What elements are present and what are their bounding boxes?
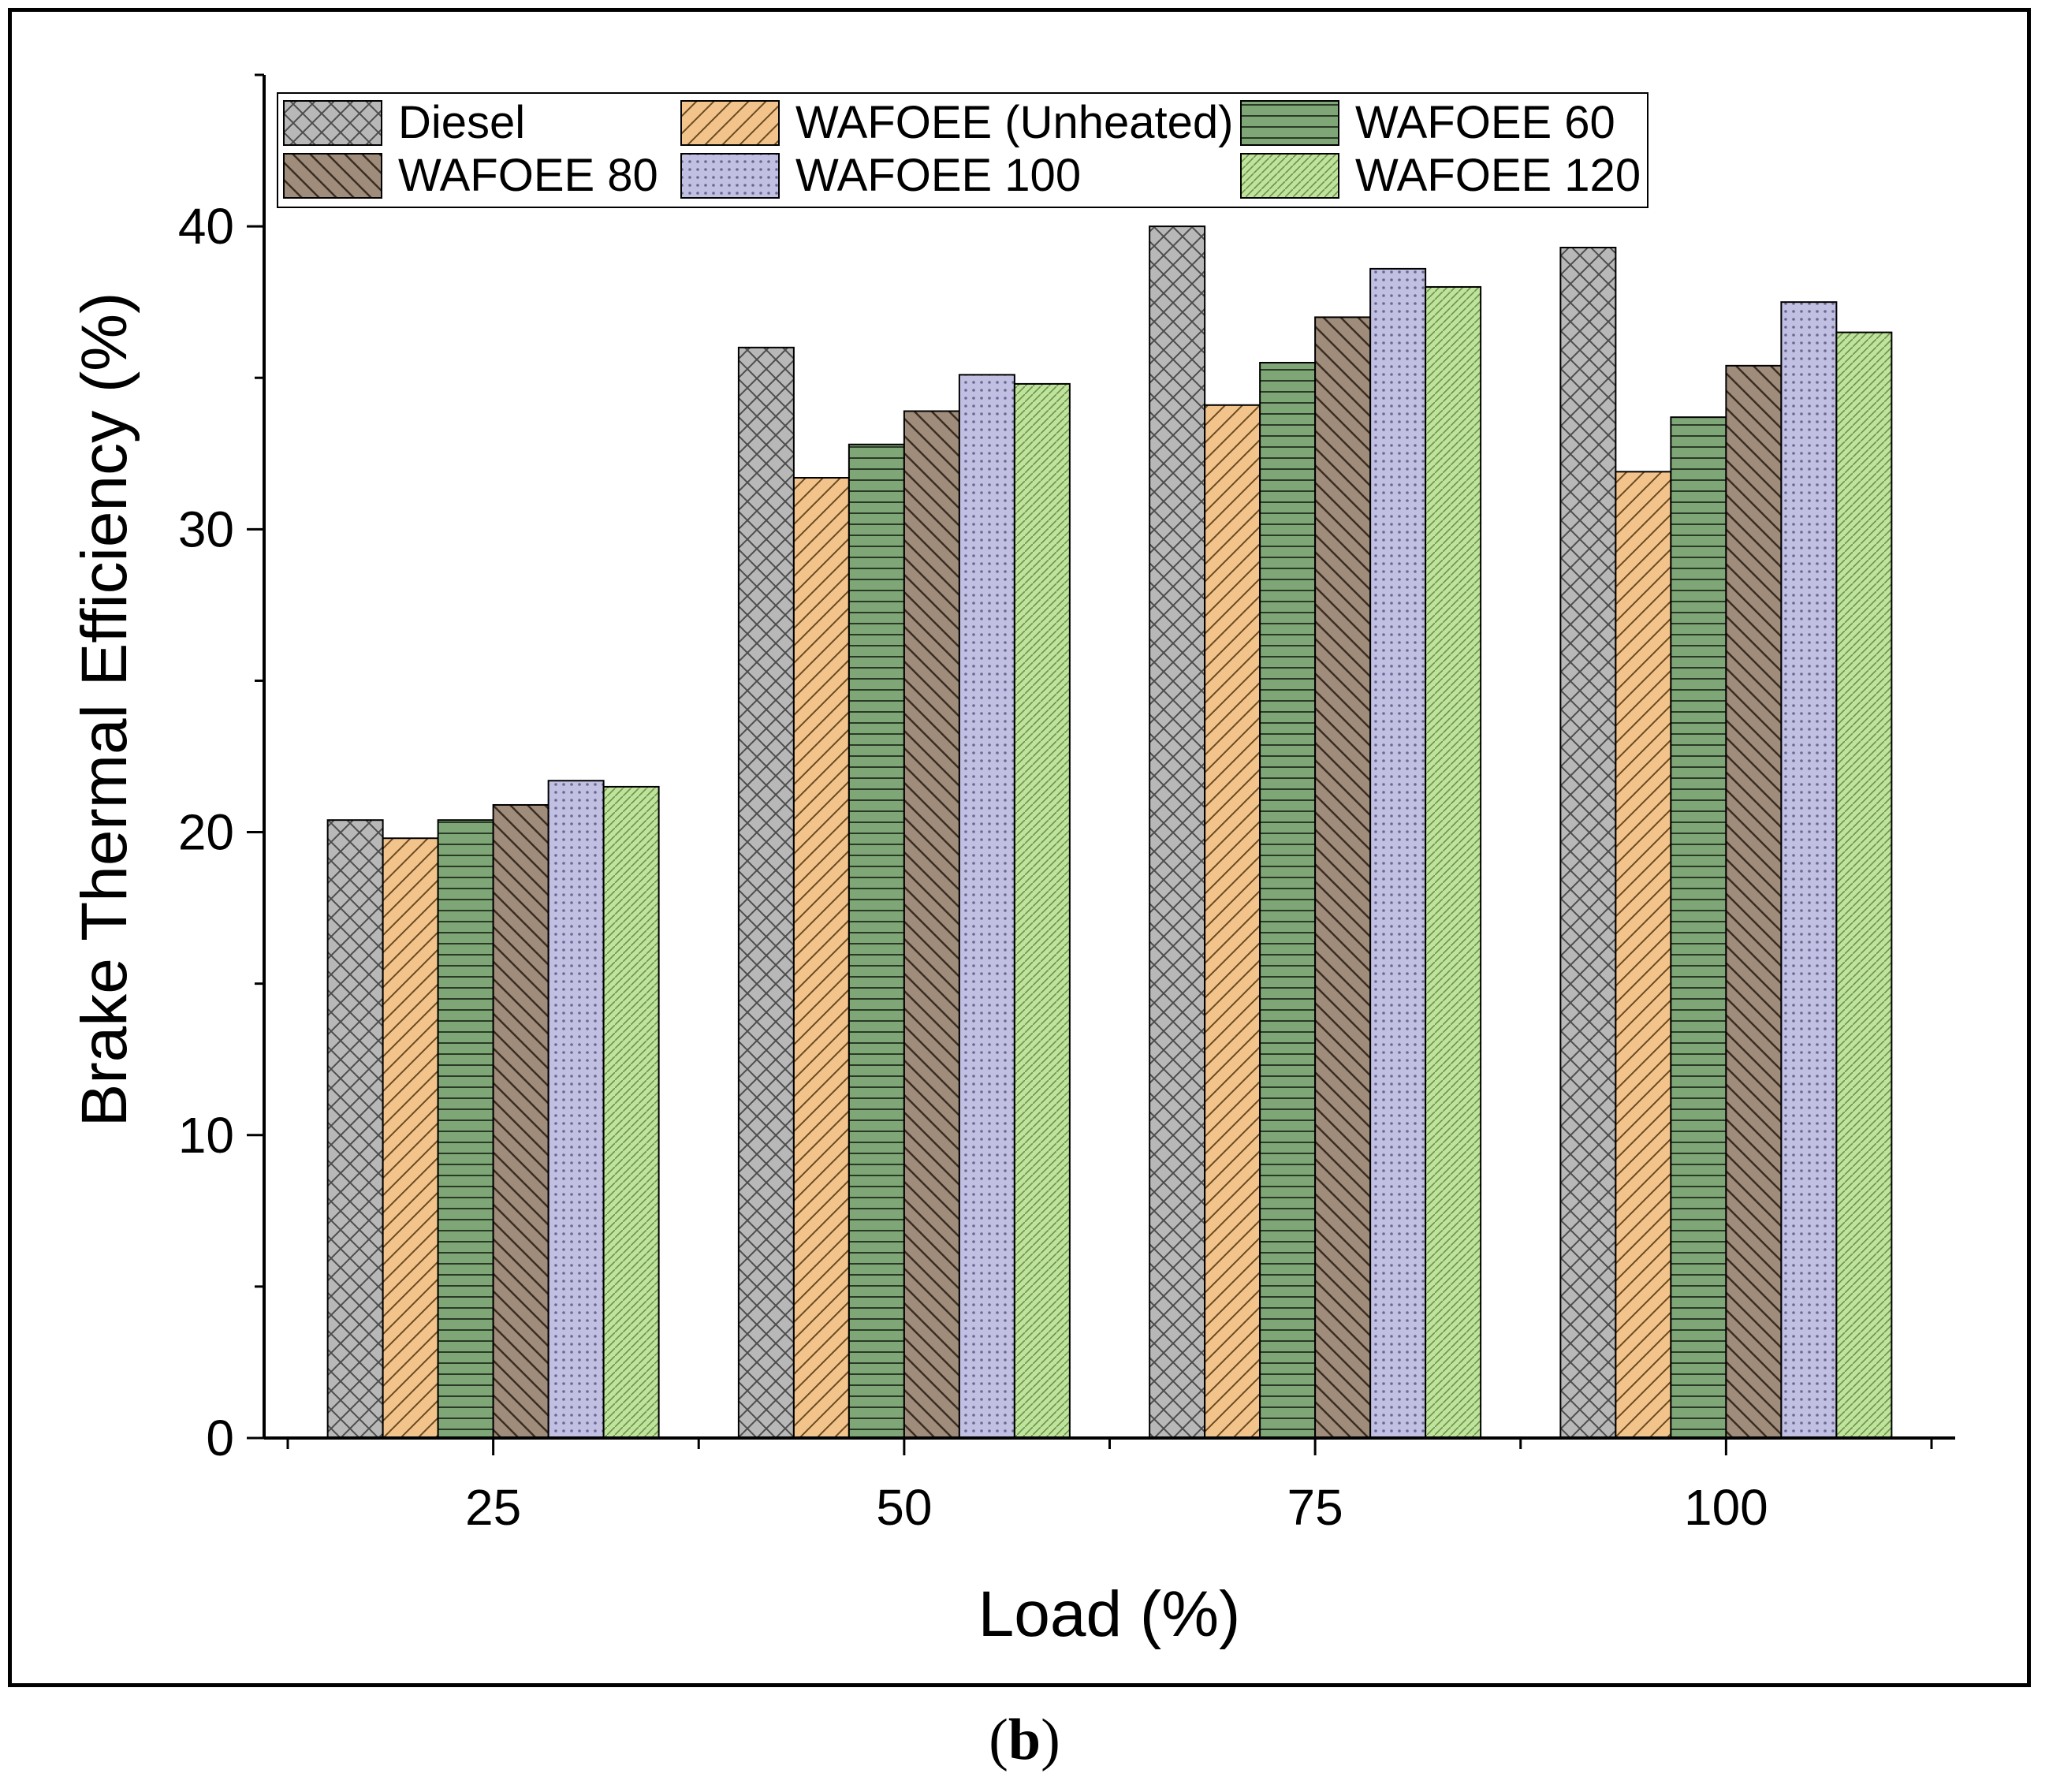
panel-label: (b): [0, 1707, 2049, 1774]
bar-wafoee-60-50: [848, 443, 905, 1439]
bars-layer: [326, 225, 1893, 1440]
x-tick-label: 100: [1684, 1479, 1768, 1536]
bar-wafoee-120-75: [1425, 285, 1482, 1439]
legend-label-wafoee-unheated: WAFOEE (Unheated): [795, 97, 1233, 148]
bar-wafoee-80-100: [1725, 364, 1783, 1439]
bar-diesel-100: [1559, 247, 1617, 1439]
bar-wafoee-100-100: [1780, 301, 1838, 1440]
legend-swatch-wafoee-100: [680, 153, 780, 199]
panel-label-close: ): [1041, 1708, 1060, 1772]
bar-wafoee-100-50: [958, 374, 1015, 1439]
x-tick-label: 25: [465, 1479, 521, 1536]
y-tick-label: 40: [178, 198, 234, 255]
bar-wafoee-100-25: [547, 780, 605, 1439]
bar-diesel-25: [326, 819, 384, 1439]
x-ticks: 25 50 75 100: [286, 1438, 1933, 1536]
y-ticks: 0 10 20 30 40: [178, 73, 264, 1466]
bar-wafoee-60-25: [437, 819, 494, 1439]
bar-wafoee-80-25: [492, 803, 550, 1439]
x-tick-label: 50: [876, 1479, 932, 1536]
legend-swatch-wafoee-80: [283, 153, 382, 199]
bar-wafoee-unheated-75: [1204, 404, 1261, 1439]
legend-label-diesel: Diesel: [398, 97, 525, 148]
bar-wafoee-100-75: [1369, 267, 1427, 1439]
legend-label-wafoee-60: WAFOEE 60: [1355, 97, 1615, 148]
legend-swatch-wafoee-unheated: [680, 100, 780, 146]
bar-chart: 0 10 20 30 40 25 50 75 100 Load (%) Brake Therm…: [69, 73, 1955, 1650]
legend-label-wafoee-100: WAFOEE 100: [795, 150, 1081, 201]
bar-wafoee-60-75: [1259, 362, 1317, 1439]
bar-diesel-75: [1149, 225, 1206, 1440]
x-tick-label: 75: [1287, 1479, 1343, 1536]
figure-frame: [8, 8, 2031, 1687]
y-tick-label: 10: [178, 1107, 234, 1164]
legend: Diesel WAFOEE (Unheated) WAFOEE 60 WAFOEE 8…: [277, 92, 1649, 208]
x-axis-title: Load (%): [978, 1578, 1241, 1650]
bar-wafoee-unheated-100: [1615, 471, 1672, 1440]
bar-wafoee-80-75: [1314, 316, 1372, 1439]
y-tick-label: 0: [206, 1410, 234, 1466]
bar-wafoee-60-100: [1670, 416, 1727, 1439]
y-tick-label: 20: [178, 804, 234, 861]
bar-wafoee-120-25: [602, 785, 660, 1439]
bar-wafoee-unheated-50: [792, 477, 850, 1440]
legend-swatch-diesel: [283, 100, 382, 146]
axes: 0 10 20 30 40 25 50 75 100: [178, 73, 1955, 1536]
y-axis-title: Brake Thermal Efficiency (%): [69, 292, 140, 1127]
panel-label-letter: b: [1008, 1708, 1041, 1772]
bar-wafoee-120-50: [1013, 382, 1071, 1440]
bar-wafoee-120-100: [1835, 331, 1893, 1440]
bar-wafoee-80-50: [903, 410, 960, 1439]
legend-swatch-wafoee-120: [1240, 153, 1339, 199]
y-tick-label: 30: [178, 501, 234, 557]
panel-label-open: (: [989, 1708, 1008, 1772]
legend-box: [277, 92, 1649, 208]
bar-diesel-50: [737, 346, 795, 1439]
legend-swatch-wafoee-60: [1240, 100, 1339, 146]
legend-label-wafoee-80: WAFOEE 80: [398, 150, 658, 201]
legend-label-wafoee-120: WAFOEE 120: [1355, 150, 1641, 201]
bar-wafoee-unheated-25: [382, 837, 439, 1439]
